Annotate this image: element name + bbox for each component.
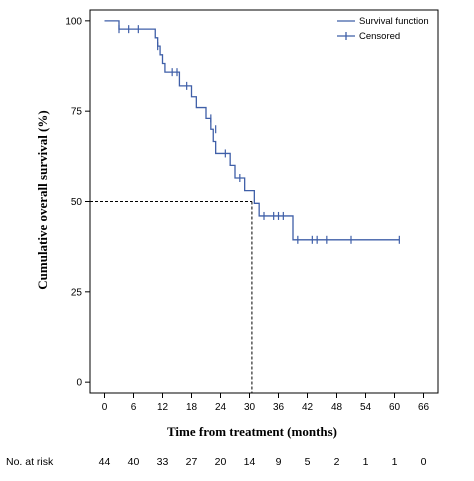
x-tick-label: 36 <box>273 402 285 413</box>
risk-value: 20 <box>215 456 227 468</box>
risk-value: 1 <box>392 456 398 468</box>
legend-survival-label: Survival function <box>359 16 429 27</box>
y-axis-title: Cumulative overall survival (%) <box>35 110 50 289</box>
risk-value: 40 <box>128 456 140 468</box>
risk-table-label: No. at risk <box>6 456 54 468</box>
y-tick-label: 100 <box>65 16 82 27</box>
x-tick-label: 6 <box>131 402 137 413</box>
survival-curve <box>104 20 400 241</box>
risk-value: 44 <box>99 456 111 468</box>
risk-value: 0 <box>421 456 427 468</box>
risk-value: 33 <box>157 456 169 468</box>
y-axis-ticks: 0 25 50 75 100 <box>65 16 90 389</box>
x-tick-label: 30 <box>244 402 256 413</box>
risk-value: 9 <box>276 456 282 468</box>
x-tick-label: 66 <box>418 402 430 413</box>
survival-step-line <box>104 20 400 241</box>
x-tick-label: 18 <box>186 402 198 413</box>
y-tick-label: 75 <box>71 107 83 118</box>
legend-censored-label: Censored <box>359 31 400 42</box>
x-tick-label: 24 <box>215 402 227 413</box>
x-tick-label: 42 <box>302 402 314 413</box>
x-axis-ticks: 0 6 12 18 24 30 36 42 48 54 60 66 <box>102 393 430 413</box>
legend: Survival function Censored <box>337 16 429 42</box>
risk-value: 5 <box>305 456 311 468</box>
y-tick-label: 0 <box>76 378 82 389</box>
risk-value: 2 <box>334 456 340 468</box>
x-tick-label: 60 <box>389 402 401 413</box>
x-tick-label: 48 <box>331 402 343 413</box>
x-axis-title: Time from treatment (months) <box>167 424 337 439</box>
median-reference-lines <box>90 201 253 393</box>
risk-table-values: 44 40 33 27 20 14 9 5 2 1 1 0 <box>99 456 427 468</box>
risk-value: 1 <box>363 456 369 468</box>
x-tick-label: 12 <box>157 402 169 413</box>
y-tick-label: 25 <box>71 287 83 298</box>
censor-marks <box>118 25 400 244</box>
x-tick-label: 54 <box>360 402 372 413</box>
x-tick-label: 0 <box>102 402 108 413</box>
risk-value: 27 <box>186 456 198 468</box>
risk-value: 14 <box>244 456 256 468</box>
y-tick-label: 50 <box>71 197 83 208</box>
